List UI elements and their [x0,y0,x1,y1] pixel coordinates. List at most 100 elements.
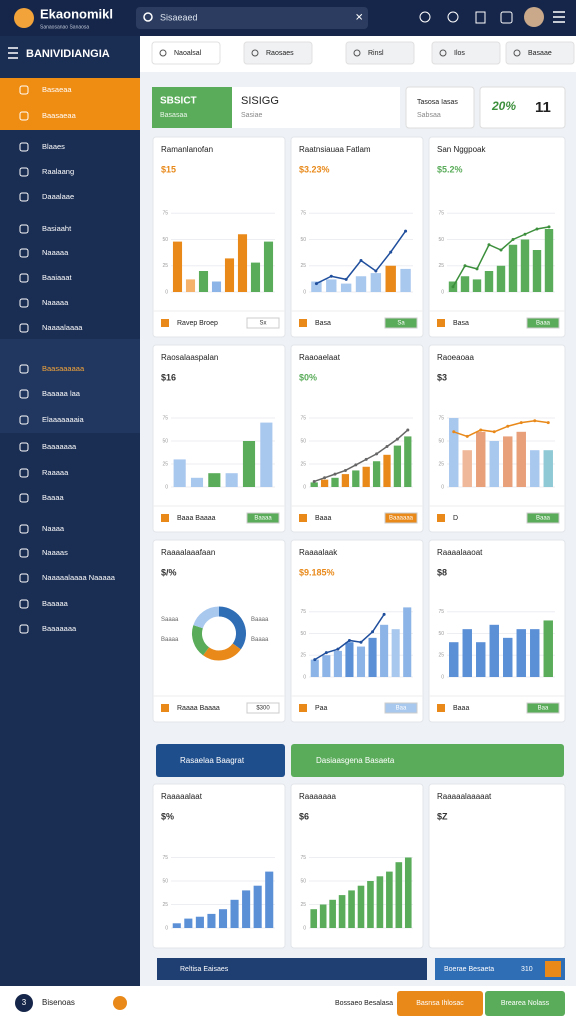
line-point [475,267,479,271]
nav-item[interactable]: Baasaaaaaa [42,364,85,373]
nav-item[interactable]: Naaaas [42,548,68,557]
search-clear[interactable]: ✕ [355,13,363,24]
nav-item[interactable]: Naaaaalaaaa Naaaaa [42,573,116,582]
nav-icon[interactable] [19,493,29,503]
tab-label[interactable]: Rinsl [368,50,384,57]
nav-item[interactable]: Baaaaaaa [42,624,77,633]
nav-item[interactable]: Baaaaaaa [42,442,77,451]
card-badge[interactable] [384,512,418,524]
nav-icon[interactable] [19,468,29,478]
nav-item[interactable]: Baaaaa laa [42,389,81,398]
search-text[interactable]: Sisaeaed [160,12,198,22]
banner-text[interactable]: Rasaelaa Baagrat [180,756,245,765]
card-badge[interactable] [246,317,280,329]
nav-item[interactable]: Naaaaa [42,298,69,307]
nav-icon[interactable] [19,248,29,258]
nav-item[interactable]: Baaiaaat [42,273,73,282]
card-badge[interactable] [384,317,418,329]
nav-item[interactable]: Baasaeaa [42,111,77,120]
button-text[interactable]: Brearea Nolass [501,1000,550,1007]
line-point [451,285,455,289]
nav-item[interactable]: Basaeaa [42,85,72,94]
nav-item[interactable]: Basiaaht [42,224,72,233]
nav-item[interactable]: Naaaa [42,524,65,533]
y-tick-label: 25 [438,461,444,467]
nav-item[interactable]: Raaaaa [42,468,69,477]
nav-icon[interactable] [19,192,29,202]
nav-icon[interactable] [19,442,29,452]
nav-item[interactable]: Raalaang [42,167,74,176]
tab-label[interactable]: Raosaes [266,50,294,57]
menu-icon[interactable] [553,11,565,23]
nav-item[interactable]: Naaaaa [42,248,69,257]
card-badge[interactable] [384,702,418,714]
avatar[interactable] [524,7,544,27]
footer-link[interactable]: Bossaeo Besalasa [335,1000,393,1007]
nav-icon[interactable] [19,573,29,583]
nav-icon[interactable] [19,111,29,121]
nav-icon[interactable] [19,548,29,558]
nav-icon[interactable] [19,85,29,95]
y-tick-label: 50 [300,438,306,444]
card-badge-text[interactable]: Sx [259,321,266,327]
nav-icon[interactable] [19,599,29,609]
line-point [406,428,410,432]
nav-item[interactable]: Baaaa [42,493,65,502]
nav-icon[interactable] [19,624,29,634]
nav-icon[interactable] [19,364,29,374]
tab[interactable] [505,41,575,65]
y-tick-label: 0 [303,484,306,490]
card-badge[interactable] [246,702,280,714]
card-badge-text[interactable]: $300 [256,706,270,712]
card-badge[interactable] [526,512,560,524]
card-badge-text[interactable]: Baa [538,706,549,712]
card-badge-text[interactable]: Baaa [536,516,551,522]
nav-icon[interactable] [19,224,29,234]
nav-icon[interactable] [19,389,29,399]
nav-icon[interactable] [19,142,29,152]
card-badge[interactable] [246,512,280,524]
tab-label[interactable]: Naoalsal [174,50,202,57]
tab[interactable] [243,41,313,65]
icon[interactable] [447,11,459,23]
nav-icon[interactable] [19,415,29,425]
banner[interactable] [291,744,564,777]
y-tick-label: 0 [303,925,306,931]
icon[interactable] [419,11,431,23]
nav-icon[interactable] [19,323,29,333]
nav-item[interactable]: Baaaaa [42,599,69,608]
card-badge-text[interactable]: Baaaa [254,516,272,522]
nav-item[interactable]: Elaaaaaaaia [42,415,85,424]
icon[interactable] [475,11,486,24]
button[interactable] [397,991,483,1016]
nav-icon[interactable] [19,273,29,283]
icon[interactable] [500,11,513,24]
card-badge-text[interactable]: Baa [396,706,407,712]
tab-label[interactable]: Ilos [454,50,465,57]
button-text[interactable]: Basnsa Ihlosac [416,1000,464,1007]
card-value: $/% [161,567,177,577]
sidebar-menu-icon[interactable] [8,47,18,59]
bar [372,461,381,487]
card-badge-text[interactable]: Sa [397,321,405,327]
tab[interactable] [431,41,501,65]
badge-circle [15,994,33,1012]
card-badge[interactable] [526,702,560,714]
nav-icon[interactable] [19,167,29,177]
search-box[interactable] [136,7,368,29]
card-badge-text[interactable]: Baaaaaa [389,516,414,522]
nav-icon[interactable] [19,298,29,308]
y-tick-label: 75 [300,211,306,217]
card-badge-text[interactable]: Baaa [536,321,551,327]
nav-icon[interactable] [19,524,29,534]
nav-item[interactable]: Blaaes [42,142,65,151]
button[interactable] [485,991,565,1016]
tab[interactable] [151,41,221,65]
tab-label[interactable]: Basaae [528,50,552,57]
banner[interactable] [156,744,285,777]
nav-item[interactable]: Daaalaae [42,192,74,201]
banner-text[interactable]: Dasiaasgena Basaeta [316,756,395,765]
nav-item[interactable]: Naaaalaaaa [42,323,83,332]
tab[interactable] [345,41,415,65]
card-badge[interactable] [526,317,560,329]
